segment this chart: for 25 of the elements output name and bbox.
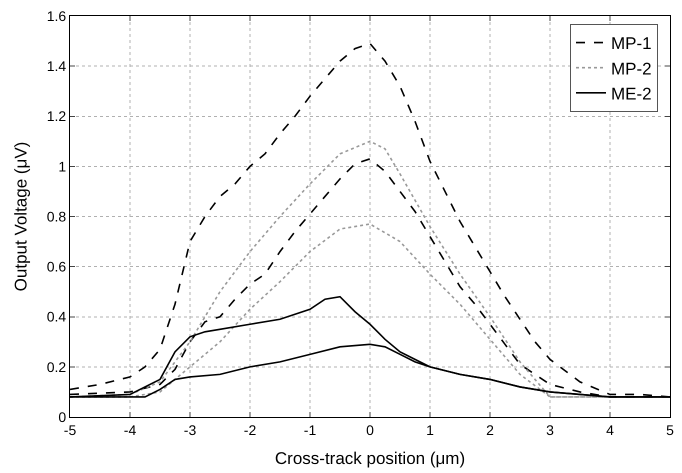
y-tick-label: 1.2 bbox=[46, 108, 66, 124]
x-tick-label: 3 bbox=[546, 422, 554, 438]
legend-label: MP-2 bbox=[611, 59, 652, 78]
legend-label: ME-2 bbox=[611, 84, 652, 104]
x-tick-label: 5 bbox=[666, 422, 674, 438]
y-axis-title: Output Voltage (μV) bbox=[11, 142, 30, 292]
y-tick-label: 1.6 bbox=[46, 8, 66, 24]
x-tick-label: -1 bbox=[304, 422, 316, 438]
x-tick-label: -4 bbox=[124, 422, 136, 438]
x-axis-title: Cross-track position (μm) bbox=[274, 449, 466, 468]
y-tick-label: 0 bbox=[58, 408, 66, 425]
y-tick-label: 0.4 bbox=[46, 308, 66, 325]
x-tick-label: -2 bbox=[244, 422, 256, 438]
x-tick-label: 4 bbox=[606, 422, 614, 438]
x-tick-label: 2 bbox=[486, 422, 494, 438]
y-tick-label: 0.2 bbox=[46, 358, 66, 375]
y-tick-label: 0.6 bbox=[46, 258, 66, 275]
x-tick-label: -5 bbox=[64, 422, 76, 438]
x-tick-label: 1 bbox=[426, 422, 434, 438]
y-tick-label: 0.8 bbox=[46, 208, 66, 224]
y-tick-label: 1 bbox=[58, 158, 66, 174]
y-tick-label: 1.4 bbox=[46, 58, 66, 74]
x-tick-label: -3 bbox=[184, 422, 196, 438]
x-tick-label: 0 bbox=[366, 422, 374, 438]
legend-label: MP-1 bbox=[611, 34, 652, 54]
